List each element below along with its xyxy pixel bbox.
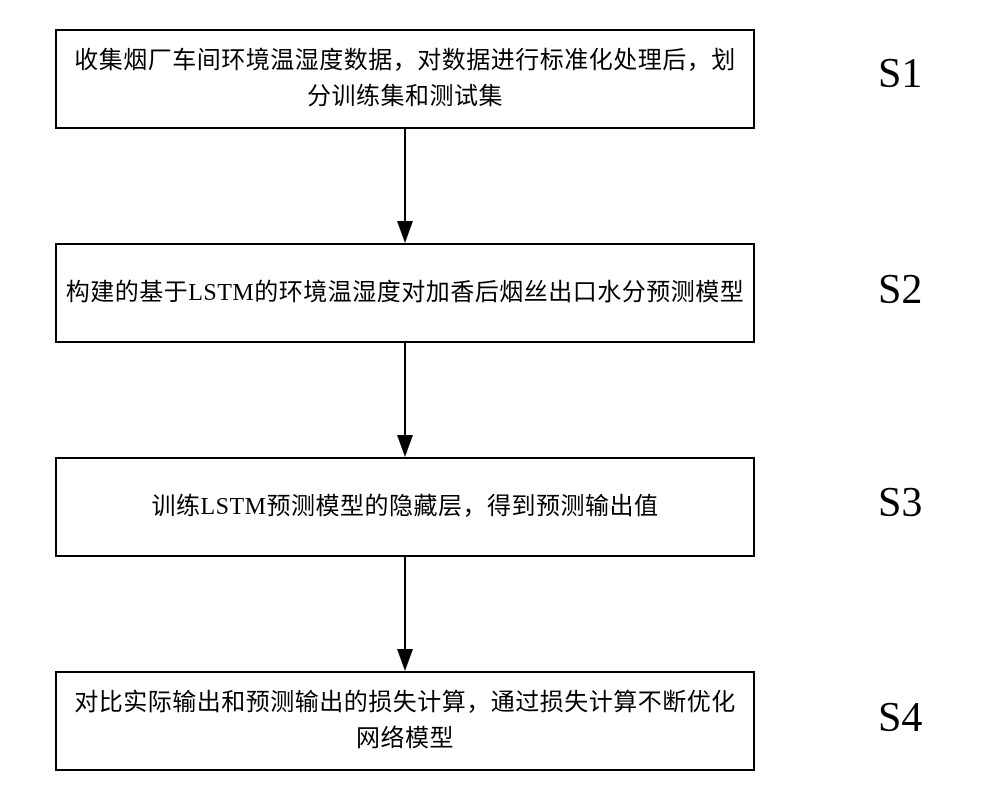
step-label-s2: S2 (878, 266, 922, 314)
step-label-s2-text: S2 (878, 267, 922, 313)
arrow-s1-s2-head (397, 221, 413, 243)
arrow-s1-s2-line (404, 129, 406, 221)
flow-step-s4-text: 对比实际输出和预测输出的损失计算，通过损失计算不断优化网络模型 (74, 685, 736, 757)
arrow-s3-s4-head (397, 649, 413, 671)
step-label-s3-text: S3 (878, 480, 922, 526)
step-label-s4-text: S4 (878, 695, 922, 741)
flow-step-s3: 训练LSTM预测模型的隐藏层，得到预测输出值 (55, 457, 755, 557)
flow-step-s2-text: 构建的基于LSTM的环境温湿度对加香后烟丝出口水分预测模型 (66, 275, 745, 311)
arrow-s3-s4-line (404, 557, 406, 649)
arrow-s2-s3-head (397, 435, 413, 457)
step-label-s1: S1 (878, 50, 922, 98)
step-label-s1-text: S1 (878, 51, 922, 97)
arrow-s2-s3-line (404, 343, 406, 435)
step-label-s4: S4 (878, 694, 922, 742)
flow-step-s1: 收集烟厂车间环境温湿度数据，对数据进行标准化处理后，划分训练集和测试集 (55, 29, 755, 129)
flow-step-s2: 构建的基于LSTM的环境温湿度对加香后烟丝出口水分预测模型 (55, 243, 755, 343)
flowchart-canvas: 收集烟厂车间环境温湿度数据，对数据进行标准化处理后，划分训练集和测试集 S1 构… (0, 0, 1000, 805)
flow-step-s3-text: 训练LSTM预测模型的隐藏层，得到预测输出值 (151, 489, 658, 525)
flow-step-s1-text: 收集烟厂车间环境温湿度数据，对数据进行标准化处理后，划分训练集和测试集 (74, 43, 736, 115)
step-label-s3: S3 (878, 479, 922, 527)
flow-step-s4: 对比实际输出和预测输出的损失计算，通过损失计算不断优化网络模型 (55, 671, 755, 771)
